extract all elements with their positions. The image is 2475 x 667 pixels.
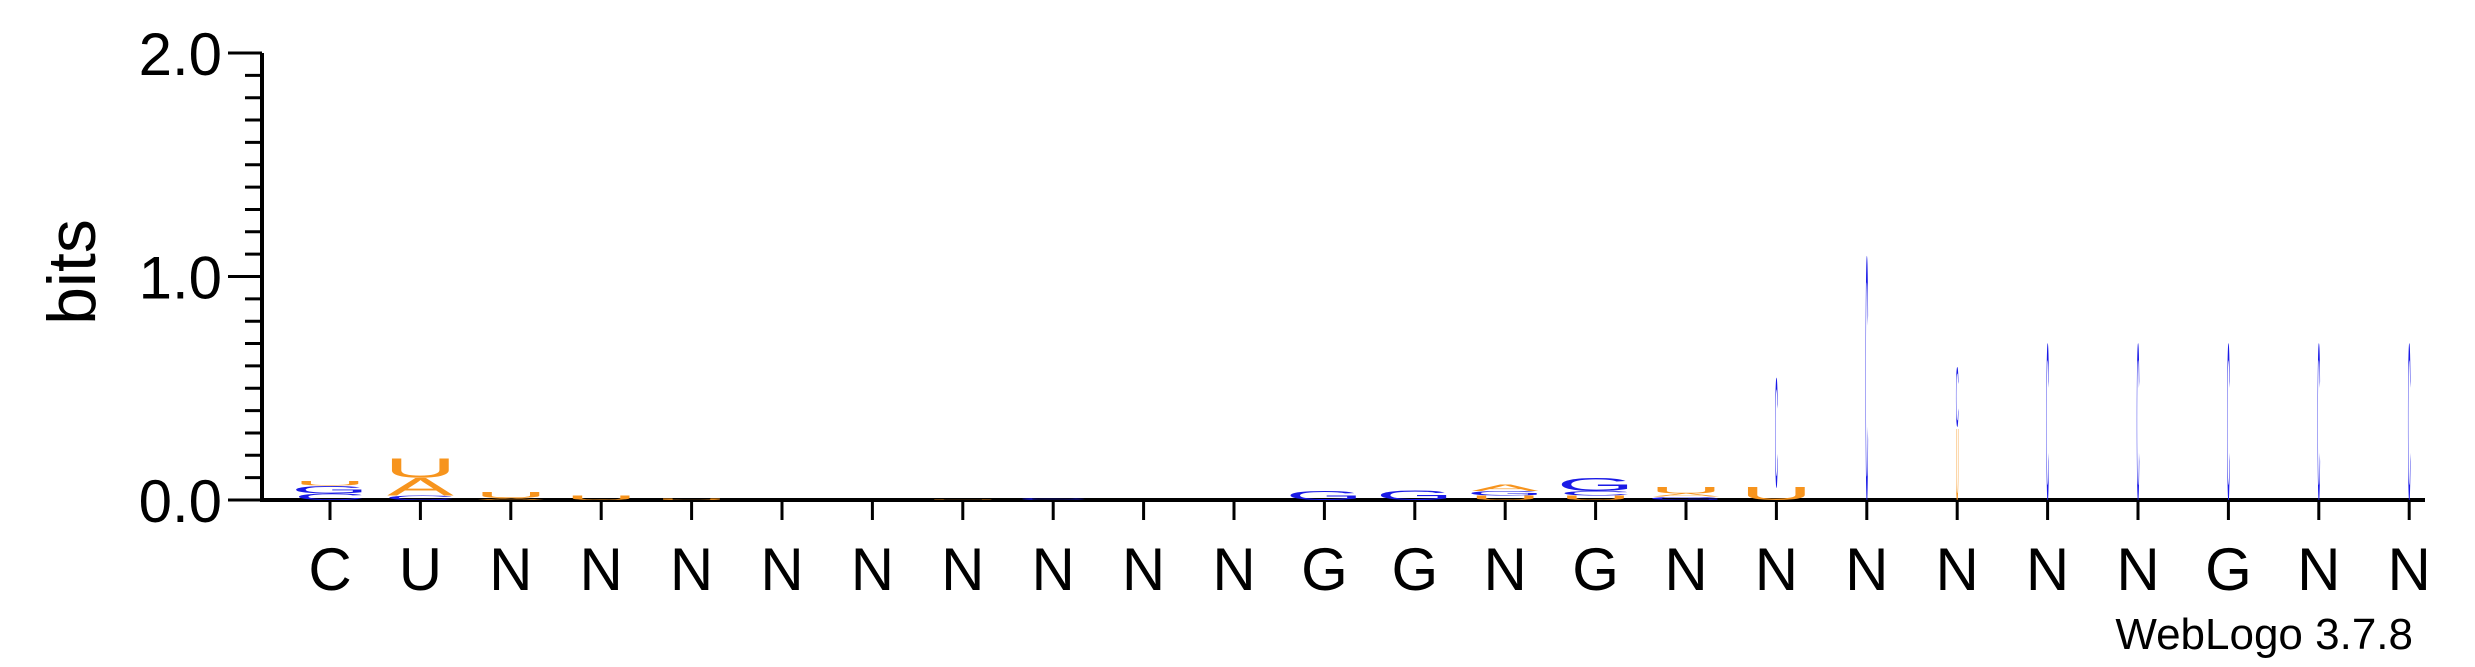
svg-text:U: U bbox=[1956, 408, 1959, 522]
logo-letter-C: C bbox=[1775, 347, 1778, 521]
y-axis-label: bits bbox=[34, 219, 110, 325]
logo-letter-A: A bbox=[1472, 483, 1540, 493]
svg-text:A: A bbox=[477, 497, 545, 500]
logo-letter-A: A bbox=[387, 473, 454, 501]
logo-letter-G: G bbox=[1557, 474, 1635, 495]
svg-text:C: C bbox=[2408, 296, 2411, 548]
logo-letter-U: U bbox=[565, 494, 637, 501]
svg-text:U: U bbox=[1650, 485, 1722, 495]
logo-letter-U: U bbox=[927, 499, 999, 500]
svg-text:U: U bbox=[1559, 494, 1631, 501]
weblogo-credit: WebLogo 3.7.8 bbox=[2115, 610, 2413, 659]
x-tick-label: G bbox=[1301, 536, 1348, 603]
svg-text:C: C bbox=[2046, 296, 2049, 548]
x-tick-label: G bbox=[1572, 536, 1619, 603]
svg-text:C: C bbox=[294, 492, 366, 502]
svg-text:A: A bbox=[387, 473, 454, 501]
logo-letter-U: U bbox=[655, 499, 727, 501]
svg-text:A: A bbox=[1472, 483, 1540, 493]
svg-text:G: G bbox=[291, 484, 369, 496]
logo-letter-U: U bbox=[294, 480, 366, 487]
x-tick-label: N bbox=[1936, 536, 1979, 603]
svg-text:C: C bbox=[1956, 350, 1959, 445]
svg-text:U: U bbox=[1740, 483, 1812, 504]
x-tick-label: N bbox=[489, 536, 532, 603]
logo-letter-C: C bbox=[1956, 350, 1959, 445]
svg-text:C: C bbox=[2227, 296, 2230, 548]
axes: 0.0 1.0 2.0 bbox=[139, 21, 2425, 535]
svg-text:C: C bbox=[1865, 185, 1868, 575]
svg-text:U: U bbox=[1469, 494, 1541, 501]
x-tick-label: C bbox=[308, 536, 351, 603]
svg-text:G: G bbox=[1466, 490, 1544, 497]
x-tick-label: N bbox=[2388, 536, 2431, 603]
logo-letter-U: U bbox=[1559, 494, 1631, 501]
logo-letter-C: C bbox=[2408, 296, 2411, 548]
logo-letter-C: C bbox=[384, 494, 456, 501]
x-tick-label: N bbox=[2026, 536, 2069, 603]
logo-letter-C: C bbox=[2227, 296, 2230, 548]
svg-text:G: G bbox=[1376, 487, 1454, 503]
x-tick-label: N bbox=[941, 536, 984, 603]
x-tick-label: U bbox=[399, 536, 442, 603]
svg-text:C: C bbox=[2317, 296, 2320, 548]
x-tick-label: N bbox=[851, 536, 894, 603]
x-tick-label: N bbox=[1664, 536, 1707, 603]
logo-letter-G: G bbox=[1286, 489, 1364, 503]
svg-text:C: C bbox=[384, 494, 456, 501]
logo-letter-U: U bbox=[1740, 483, 1812, 504]
logo-letter-U: U bbox=[1650, 485, 1722, 495]
logo-letter-G: G bbox=[1466, 490, 1544, 497]
svg-text:U: U bbox=[475, 491, 547, 500]
logo-letter-C: C bbox=[1559, 490, 1631, 497]
x-tick-label: N bbox=[1212, 536, 1255, 603]
logo-letter-U: U bbox=[475, 491, 547, 500]
logo-letter-C: C bbox=[1017, 497, 1089, 500]
x-tick-label: N bbox=[1845, 536, 1888, 603]
y-tick-label: 1.0 bbox=[139, 245, 222, 312]
logo-letter-C: C bbox=[2317, 296, 2320, 548]
x-tick-label: N bbox=[670, 536, 713, 603]
logo-letter-U: U bbox=[1469, 494, 1541, 501]
x-tick-label: N bbox=[2297, 536, 2340, 603]
logo-letter-G: G bbox=[1376, 487, 1454, 503]
svg-text:U: U bbox=[384, 452, 456, 483]
logo-letter-C: C bbox=[294, 492, 366, 502]
logo-letter-U: U bbox=[1956, 408, 1959, 522]
logo-letter-C: C bbox=[1865, 185, 1868, 575]
y-tick-label: 2.0 bbox=[139, 21, 222, 88]
logo-letter-A: A bbox=[1653, 492, 1721, 497]
logo-letter-G: G bbox=[1647, 496, 1725, 501]
svg-text:C: C bbox=[1017, 497, 1089, 500]
y-tick-label: 0.0 bbox=[139, 468, 222, 535]
svg-text:U: U bbox=[565, 494, 637, 501]
svg-text:G: G bbox=[1286, 489, 1364, 503]
svg-text:C: C bbox=[1559, 490, 1631, 497]
x-tick-label: G bbox=[2205, 536, 2252, 603]
svg-text:C: C bbox=[1775, 347, 1778, 521]
svg-text:U: U bbox=[294, 480, 366, 487]
svg-text:C: C bbox=[2137, 296, 2140, 548]
svg-text:A: A bbox=[1653, 492, 1721, 497]
logo-letter-C: C bbox=[2046, 296, 2049, 548]
logo-letter-A: A bbox=[477, 497, 545, 500]
svg-text:U: U bbox=[655, 499, 727, 501]
svg-text:G: G bbox=[1557, 474, 1635, 495]
x-tick-label: N bbox=[2116, 536, 2159, 603]
logo-letter-U: U bbox=[384, 452, 456, 483]
x-tick-label: G bbox=[1391, 536, 1438, 603]
x-tick-label: N bbox=[1484, 536, 1527, 603]
x-tick-label: N bbox=[1122, 536, 1165, 603]
svg-text:G: G bbox=[1647, 496, 1725, 501]
x-tick-label: N bbox=[760, 536, 803, 603]
logo-letter-G: G bbox=[291, 484, 369, 496]
logo-letter-C: C bbox=[2137, 296, 2140, 548]
x-tick-label: N bbox=[580, 536, 623, 603]
x-tick-label: N bbox=[1755, 536, 1798, 603]
svg-text:U: U bbox=[927, 499, 999, 500]
x-tick-label: N bbox=[1032, 536, 1075, 603]
